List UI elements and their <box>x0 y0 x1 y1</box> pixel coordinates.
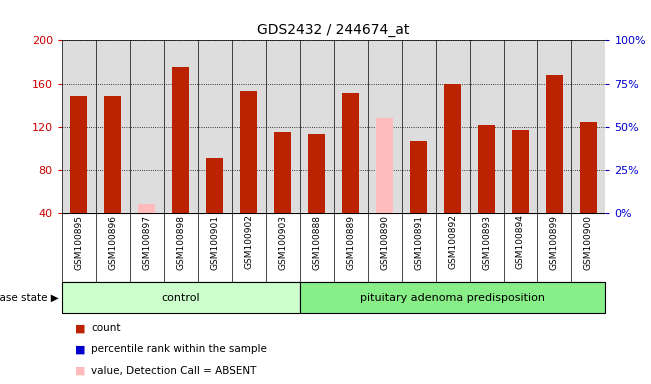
Bar <box>410 141 427 213</box>
Text: pituitary adenoma predisposition: pituitary adenoma predisposition <box>360 293 545 303</box>
Bar <box>580 122 597 213</box>
Text: GSM100899: GSM100899 <box>550 215 559 270</box>
Title: GDS2432 / 244674_at: GDS2432 / 244674_at <box>257 23 410 36</box>
Text: GSM100894: GSM100894 <box>516 215 525 270</box>
Text: GSM100889: GSM100889 <box>346 215 355 270</box>
Text: control: control <box>161 293 200 303</box>
Bar <box>376 118 393 213</box>
Bar <box>342 93 359 213</box>
Bar <box>240 91 257 213</box>
Bar <box>308 134 325 213</box>
Text: GSM100898: GSM100898 <box>176 215 186 270</box>
Bar <box>299 282 605 313</box>
Text: value, Detection Call = ABSENT: value, Detection Call = ABSENT <box>91 366 256 376</box>
Bar <box>444 84 461 213</box>
Text: GSM100892: GSM100892 <box>448 215 457 270</box>
Text: ■: ■ <box>75 366 85 376</box>
Text: count: count <box>91 323 120 333</box>
Bar <box>138 205 156 213</box>
Text: GSM100897: GSM100897 <box>143 215 151 270</box>
Bar <box>70 96 87 213</box>
Text: GSM100902: GSM100902 <box>244 215 253 270</box>
Bar <box>104 96 121 213</box>
Text: GSM100893: GSM100893 <box>482 215 491 270</box>
Text: disease state ▶: disease state ▶ <box>0 293 59 303</box>
Bar <box>274 132 291 213</box>
Bar <box>206 158 223 213</box>
Text: percentile rank within the sample: percentile rank within the sample <box>91 344 267 354</box>
Bar <box>478 124 495 213</box>
Text: GSM100895: GSM100895 <box>74 215 83 270</box>
Text: GSM100890: GSM100890 <box>380 215 389 270</box>
Text: GSM100900: GSM100900 <box>584 215 593 270</box>
Text: GSM100903: GSM100903 <box>278 215 287 270</box>
Text: GSM100901: GSM100901 <box>210 215 219 270</box>
Bar <box>546 75 563 213</box>
Bar <box>173 67 189 213</box>
Text: ■: ■ <box>75 323 85 333</box>
Text: GSM100888: GSM100888 <box>312 215 321 270</box>
Bar <box>62 282 299 313</box>
Bar <box>512 130 529 213</box>
Text: GSM100896: GSM100896 <box>108 215 117 270</box>
Text: ■: ■ <box>75 344 85 354</box>
Text: GSM100891: GSM100891 <box>414 215 423 270</box>
